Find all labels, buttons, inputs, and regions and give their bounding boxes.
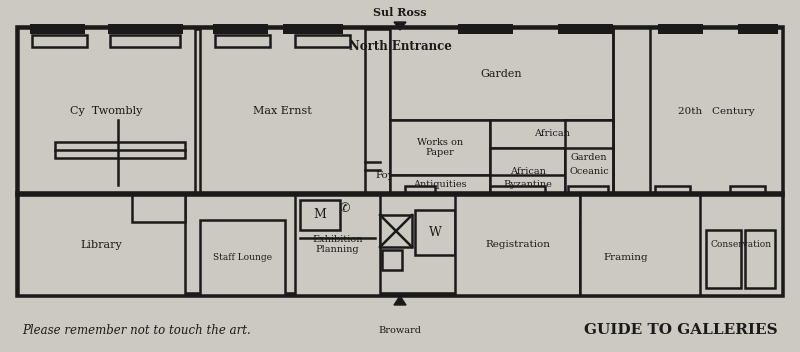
- Bar: [390, 28, 613, 120]
- Text: Works on
Paper: Works on Paper: [417, 138, 463, 157]
- Bar: [580, 220, 672, 295]
- Text: North Entrance: North Entrance: [349, 40, 451, 53]
- Text: Registration: Registration: [485, 240, 550, 249]
- Text: Broward: Broward: [378, 326, 422, 335]
- Bar: [490, 120, 613, 148]
- Bar: [415, 210, 455, 255]
- Bar: [18, 28, 195, 194]
- Bar: [55, 142, 185, 158]
- Text: Cy  Twombly: Cy Twombly: [70, 106, 142, 116]
- Bar: [18, 194, 185, 295]
- Bar: [650, 28, 782, 194]
- Bar: [18, 28, 782, 295]
- Polygon shape: [394, 296, 406, 305]
- Bar: [32, 35, 87, 47]
- Bar: [700, 194, 782, 295]
- Bar: [110, 35, 180, 47]
- Bar: [300, 200, 340, 230]
- Text: Conservation: Conservation: [710, 240, 771, 249]
- Text: African: African: [534, 130, 570, 138]
- Polygon shape: [394, 22, 406, 30]
- Text: Please remember not to touch the art.: Please remember not to touch the art.: [22, 323, 250, 337]
- Bar: [730, 186, 765, 194]
- Text: GUIDE TO GALLERIES: GUIDE TO GALLERIES: [584, 323, 778, 337]
- Text: Garden: Garden: [481, 69, 522, 79]
- Bar: [285, 26, 340, 31]
- Bar: [568, 186, 608, 194]
- Text: Exhibition
Planning: Exhibition Planning: [312, 235, 362, 254]
- Bar: [460, 26, 510, 31]
- Text: ✆: ✆: [340, 201, 350, 214]
- Text: Library: Library: [81, 239, 122, 250]
- Text: Byzantine: Byzantine: [503, 180, 552, 189]
- Bar: [390, 28, 782, 194]
- Bar: [745, 230, 775, 288]
- Bar: [295, 35, 350, 47]
- Bar: [200, 220, 285, 295]
- Bar: [405, 186, 435, 194]
- Text: 20th   Century: 20th Century: [678, 107, 754, 115]
- Bar: [560, 26, 610, 31]
- Bar: [390, 120, 490, 175]
- Bar: [580, 194, 782, 295]
- Text: Northwest
Coast: Northwest Coast: [634, 200, 682, 219]
- Text: Oceanic: Oceanic: [569, 166, 609, 176]
- Text: Antiquities: Antiquities: [413, 180, 467, 189]
- Bar: [382, 250, 402, 270]
- Bar: [565, 120, 613, 194]
- Bar: [660, 26, 700, 31]
- Text: African: African: [510, 166, 546, 176]
- Bar: [490, 186, 545, 194]
- Bar: [380, 215, 412, 247]
- Bar: [490, 175, 565, 194]
- Bar: [706, 230, 741, 288]
- Bar: [110, 26, 180, 31]
- Bar: [390, 175, 490, 194]
- Text: Foyer: Foyer: [375, 170, 405, 180]
- Bar: [565, 148, 613, 194]
- Text: Staff Lounge: Staff Lounge: [213, 253, 272, 262]
- Text: M: M: [314, 208, 326, 221]
- Bar: [295, 194, 380, 295]
- Text: W: W: [429, 226, 442, 239]
- Bar: [455, 194, 580, 295]
- Bar: [490, 148, 565, 194]
- Text: Garden: Garden: [570, 152, 607, 162]
- Bar: [200, 28, 365, 194]
- Bar: [215, 35, 270, 47]
- Bar: [655, 186, 690, 194]
- Bar: [132, 194, 185, 222]
- Bar: [32, 26, 82, 31]
- Text: Sul Ross: Sul Ross: [373, 7, 427, 18]
- Bar: [215, 26, 265, 31]
- Text: Framing: Framing: [604, 253, 648, 262]
- Bar: [740, 26, 775, 31]
- Text: Max Ernst: Max Ernst: [253, 106, 312, 116]
